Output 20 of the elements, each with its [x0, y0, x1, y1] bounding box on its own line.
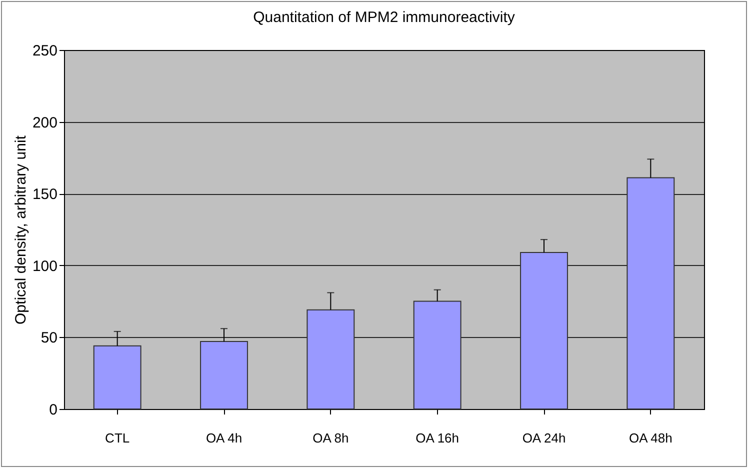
y-axis-title: Optical density, arbitrary unit — [12, 134, 30, 324]
bar — [93, 345, 142, 410]
y-tick-label: 0 — [49, 402, 58, 418]
bar — [626, 177, 675, 410]
x-tick-label: OA 8h — [312, 430, 349, 446]
y-tick-label: 100 — [32, 258, 58, 275]
x-tick-label: OA 16h — [416, 430, 460, 446]
bar — [200, 341, 248, 410]
bar — [520, 252, 568, 410]
y-tick-label: 250 — [32, 42, 58, 60]
bar — [306, 309, 355, 410]
y-tick-label: 50 — [40, 330, 58, 347]
bar — [413, 300, 462, 410]
x-tick-label: OA 4h — [206, 430, 242, 446]
x-tick-label: OA 24h — [522, 430, 566, 446]
x-tick-label: OA 48h — [628, 430, 672, 446]
x-tick-label: CTL — [105, 430, 130, 446]
chart-title: Quantitation of MPM2 immunoreactivity — [253, 9, 516, 26]
y-tick-label: 200 — [32, 114, 58, 132]
y-tick-label: 150 — [32, 186, 58, 204]
